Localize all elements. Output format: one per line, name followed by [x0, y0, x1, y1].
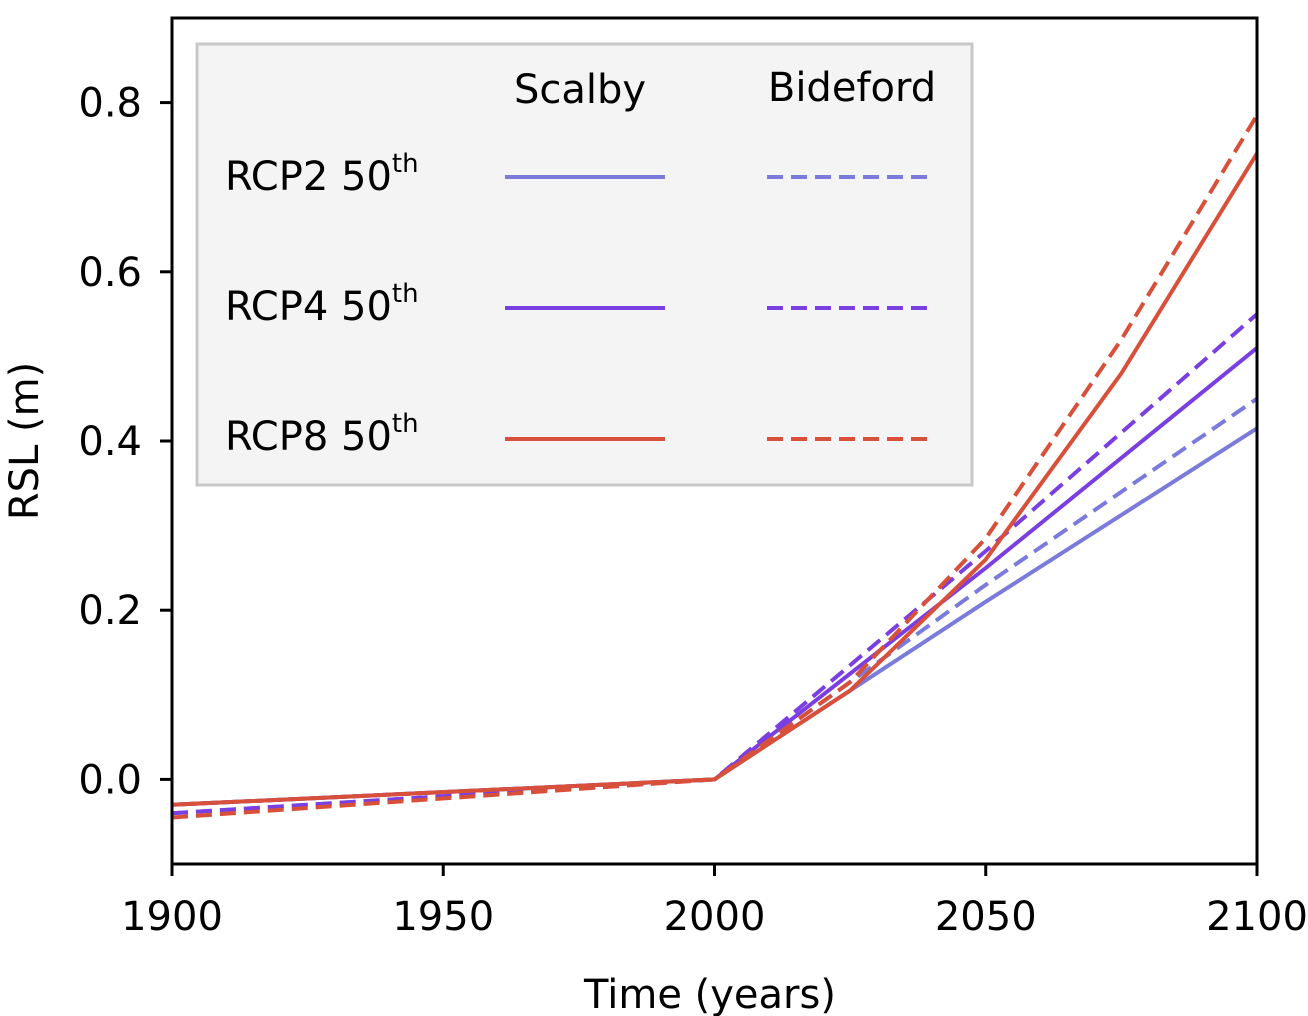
x-tick-label: 2000: [664, 894, 766, 940]
y-tick-label: 0.0: [78, 757, 142, 803]
x-tick-label: 2100: [1206, 894, 1308, 940]
y-tick-label: 0.8: [78, 81, 142, 127]
legend: Scalby Bideford RCP2 50th RCP4 50th RCP8…: [195, 42, 974, 487]
x-axis-label: Time (years): [583, 972, 836, 1016]
x-tick-label: 1950: [392, 894, 494, 940]
legend-header-scalby: Scalby: [514, 67, 646, 113]
y-tick-label: 0.2: [78, 588, 142, 634]
series-line-scalby-rcp8: [171, 152, 1259, 807]
x-tick-label: 1900: [121, 894, 223, 940]
legend-label-rcp4: RCP4 50th: [225, 279, 419, 330]
series-line-bideford-rcp4: [171, 312, 1259, 816]
legend-label-rcp8: RCP8 50th: [225, 409, 419, 460]
x-tick-label: 2050: [935, 894, 1037, 940]
y-tick-label: 0.6: [78, 250, 142, 296]
y-axis-label: RSL (m): [2, 362, 48, 520]
x-axis: 1900 1950 2000 2050 2100: [121, 864, 1308, 940]
series-layer: [171, 114, 1259, 820]
y-tick-label: 0.4: [78, 419, 142, 465]
legend-box: [195, 42, 974, 487]
legend-label-rcp2: RCP2 50th: [225, 149, 419, 200]
legend-header-bideford: Bideford: [768, 65, 936, 111]
y-axis: 0.0 0.2 0.4 0.6 0.8: [78, 81, 172, 803]
